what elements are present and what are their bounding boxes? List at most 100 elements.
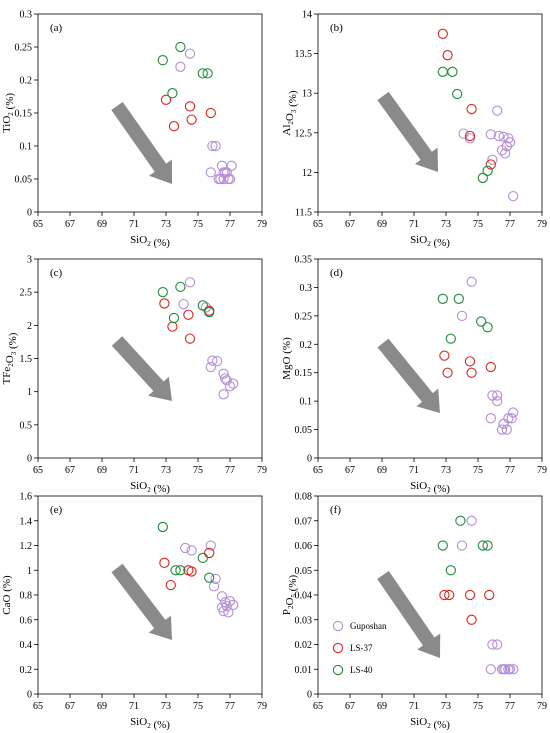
- data-point-guposhan: [178, 298, 189, 310]
- data-point-ls-37: [437, 28, 448, 39]
- data-point-ls-37: [165, 579, 176, 591]
- x-tick-label: 77: [225, 701, 235, 712]
- data-point-ls-37: [484, 589, 495, 601]
- data-point-guposhan: [464, 133, 476, 144]
- data-point-guposhan: [493, 130, 504, 142]
- y-tick-label: 0: [27, 454, 32, 465]
- x-tick-label: 69: [377, 701, 387, 712]
- data-point-guposhan: [226, 160, 237, 171]
- data-point-ls-40: [437, 66, 448, 77]
- data-point-ls-40: [453, 293, 464, 304]
- scatter-panel-f: 65 67 69 71 73 75 77 79 0 0.01 0.02 0.03 0.04 0.05 0.0…: [281, 492, 547, 732]
- data-point-guposhan: [228, 599, 239, 611]
- data-point-guposhan: [466, 515, 477, 526]
- legend: Guposhan LS-37 LS-40: [332, 620, 387, 676]
- data-point-guposhan: [487, 639, 498, 650]
- data-point-ls-40: [445, 565, 456, 576]
- data-point-guposhan: [485, 664, 496, 675]
- data-point-guposhan: [228, 378, 239, 389]
- x-tick-label: 69: [377, 465, 387, 476]
- data-point-guposhan: [220, 373, 231, 384]
- y-tick-label: 0.01: [295, 665, 313, 676]
- x-tick-label: 65: [33, 701, 43, 712]
- data-point-guposhan: [506, 413, 517, 424]
- y-tick-label: 1.6: [20, 492, 33, 503]
- y-tick-label: 0.1: [20, 142, 33, 153]
- y-axis-label: TFe2O3 (%): [1, 332, 19, 384]
- y-axis-label: TiO2 (%): [1, 93, 16, 133]
- x-tick-label: 65: [313, 219, 323, 230]
- data-point-guposhan: [508, 407, 519, 418]
- y-tick-label: 0.3: [20, 10, 33, 21]
- x-tick-label: 65: [313, 465, 323, 476]
- x-axis-label: SiO2 (%): [130, 234, 170, 249]
- scatter-panel-c: 65 67 69 71 73 75 77 79 0 0.5 1 1.5 2 2.5 3 SiO2 (%) TFe…: [1, 255, 267, 496]
- x-tick-label: 75: [473, 465, 483, 476]
- data-point-ls-40: [175, 41, 186, 53]
- y-tick-label: 3: [27, 255, 32, 266]
- data-point-guposhan: [210, 140, 221, 152]
- scatter-panel-b: 65 67 69 71 73 75 77 79 11.5 12 12.5 13 13.5 14 SiO2 (…: [281, 10, 547, 250]
- y-tick-label: 14: [302, 10, 312, 21]
- x-tick-label: 75: [193, 701, 203, 712]
- x-tick-label: 73: [441, 701, 451, 712]
- data-point-ls-37: [466, 103, 477, 115]
- y-tick-label: 0.3: [300, 283, 313, 294]
- data-point-ls-37: [183, 309, 194, 320]
- y-tick-label: 11.5: [295, 208, 312, 219]
- y-tick-label: 0.08: [295, 492, 313, 503]
- y-tick-label: 1.4: [20, 516, 33, 527]
- x-tick-label: 69: [97, 701, 107, 712]
- x-tick-label: 71: [129, 701, 139, 712]
- data-point-guposhan: [218, 173, 229, 185]
- y-tick-label: 1.5: [20, 354, 33, 365]
- data-point-ls-40: [482, 322, 493, 333]
- y-tick-label: 0.2: [20, 665, 33, 676]
- x-axis-label: SiO2 (%): [130, 716, 170, 731]
- x-tick-label: 69: [97, 465, 107, 476]
- data-point-guposhan: [223, 607, 234, 618]
- y-tick-label: 0.6: [20, 615, 33, 626]
- x-tick-label: 75: [193, 219, 203, 230]
- y-tick-label: 0.25: [295, 311, 313, 322]
- data-point-guposhan: [504, 664, 516, 675]
- data-point-guposhan: [458, 128, 469, 139]
- scatter-panel-a: 65 67 69 71 73 75 77 79 0 0.05 0.1 0.15 0.2 0.25 0.3 Si…: [1, 10, 267, 250]
- data-point-ls-40: [170, 565, 181, 576]
- panel-label: (d): [330, 267, 343, 279]
- x-tick-label: 65: [313, 701, 323, 712]
- y-tick-label: 0: [307, 454, 312, 465]
- data-point-guposhan: [184, 277, 196, 288]
- y-tick-label: 0.15: [15, 109, 33, 120]
- data-point-ls-37: [184, 333, 196, 344]
- y-tick-label: 0.02: [295, 640, 313, 651]
- x-tick-label: 65: [33, 219, 43, 230]
- x-tick-label: 67: [65, 465, 75, 476]
- y-tick-label: 12: [302, 168, 312, 179]
- data-point-ls-37: [439, 589, 450, 601]
- x-tick-label: 79: [257, 701, 267, 712]
- data-point-ls-37: [205, 107, 216, 119]
- y-tick-label: 0.03: [295, 615, 313, 626]
- x-tick-label: 75: [473, 701, 483, 712]
- data-point-guposhan: [184, 48, 196, 59]
- y-axis-label: MgO (%): [281, 337, 293, 380]
- data-point-ls-40: [437, 540, 448, 551]
- data-point-ls-37: [159, 557, 170, 568]
- y-tick-label: 0.05: [15, 175, 33, 186]
- x-tick-label: 73: [161, 465, 171, 476]
- x-tick-label: 77: [505, 701, 515, 712]
- plot-frame: [37, 13, 263, 213]
- data-point-ls-37: [184, 101, 196, 112]
- x-tick-label: 71: [409, 701, 419, 712]
- y-tick-label: 2.5: [20, 288, 33, 299]
- data-point-guposhan: [207, 140, 218, 152]
- data-point-guposhan: [498, 131, 509, 142]
- data-point-guposhan: [186, 545, 197, 556]
- data-point-guposhan: [208, 581, 220, 592]
- y-tick-label: 0.8: [20, 591, 33, 602]
- x-tick-label: 71: [409, 465, 419, 476]
- data-point-ls-40: [204, 572, 215, 583]
- trend-arrow-icon: [377, 338, 440, 413]
- data-point-guposhan: [218, 389, 229, 400]
